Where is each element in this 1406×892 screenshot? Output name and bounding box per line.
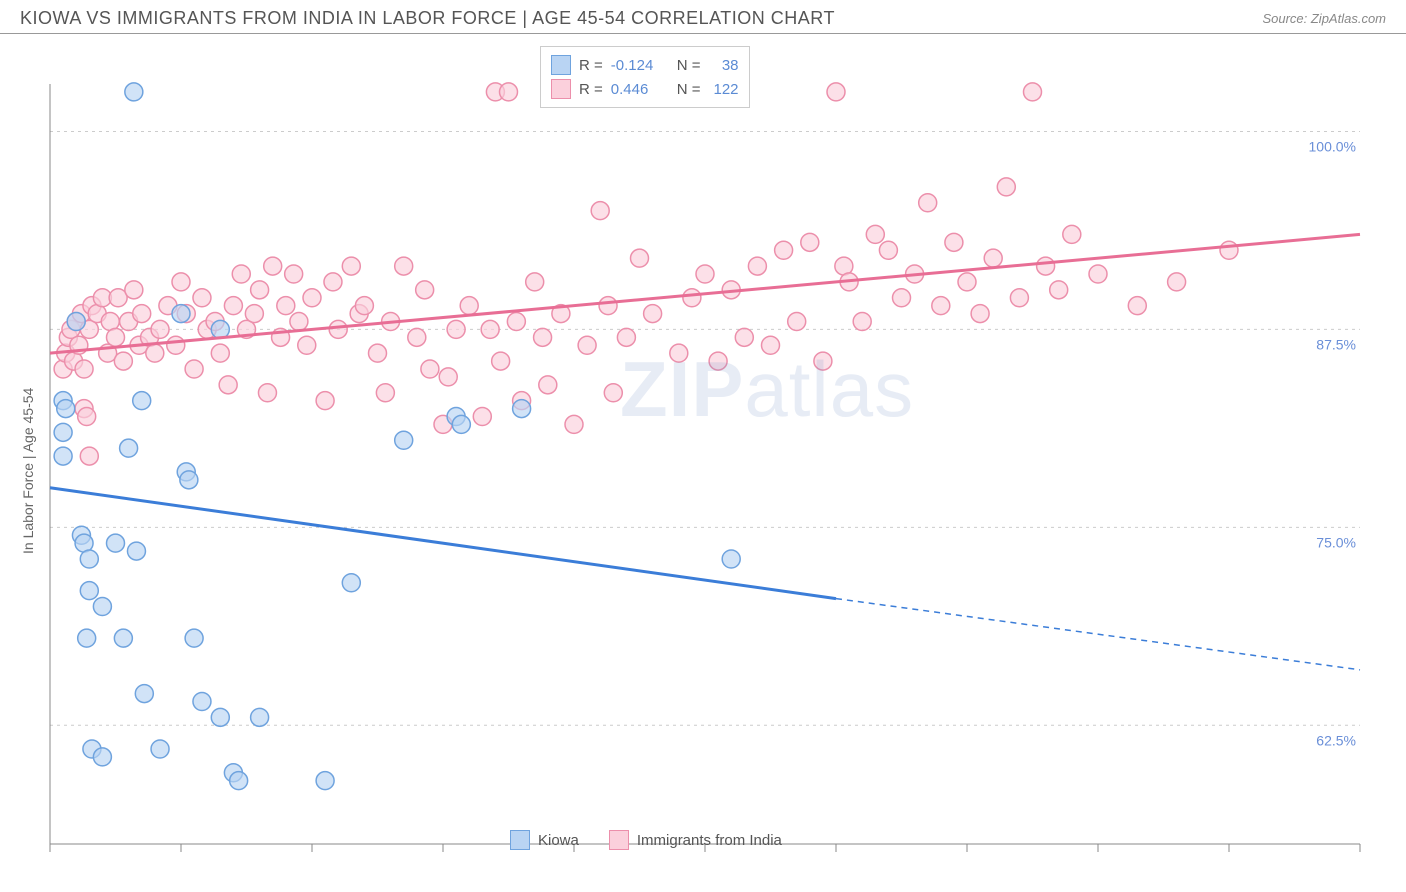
chart-container: 62.5%75.0%87.5%100.0%0.0%50.0% In Labor … — [0, 34, 1406, 854]
scatter-chart: 62.5%75.0%87.5%100.0%0.0%50.0% — [0, 34, 1406, 854]
n-value-kiowa: 38 — [709, 57, 739, 74]
swatch-india — [609, 830, 629, 850]
swatch-kiowa — [551, 55, 571, 75]
source-label: Source: ZipAtlas.com — [1262, 11, 1386, 26]
n-label: N = — [677, 81, 701, 98]
n-value-india: 122 — [709, 81, 739, 98]
series-legend: Kiowa Immigrants from India — [510, 830, 782, 850]
r-label: R = — [579, 57, 603, 74]
correlation-legend: R = -0.124 N = 38 R = 0.446 N = 122 — [540, 46, 750, 108]
svg-text:100.0%: 100.0% — [1309, 139, 1356, 155]
y-axis-label: In Labor Force | Age 45-54 — [20, 388, 36, 554]
legend-label-kiowa: Kiowa — [538, 832, 579, 849]
chart-title: KIOWA VS IMMIGRANTS FROM INDIA IN LABOR … — [20, 8, 835, 29]
legend-row-india: R = 0.446 N = 122 — [551, 77, 739, 101]
svg-text:62.5%: 62.5% — [1316, 732, 1356, 748]
swatch-kiowa — [510, 830, 530, 850]
legend-row-kiowa: R = -0.124 N = 38 — [551, 53, 739, 77]
swatch-india — [551, 79, 571, 99]
r-value-india: 0.446 — [611, 81, 661, 98]
svg-text:87.5%: 87.5% — [1316, 336, 1356, 352]
legend-item-kiowa: Kiowa — [510, 830, 579, 850]
n-label: N = — [677, 57, 701, 74]
title-bar: KIOWA VS IMMIGRANTS FROM INDIA IN LABOR … — [0, 0, 1406, 34]
legend-item-india: Immigrants from India — [609, 830, 782, 850]
r-label: R = — [579, 81, 603, 98]
r-value-kiowa: -0.124 — [611, 57, 661, 74]
legend-label-india: Immigrants from India — [637, 832, 782, 849]
svg-text:75.0%: 75.0% — [1316, 534, 1356, 550]
